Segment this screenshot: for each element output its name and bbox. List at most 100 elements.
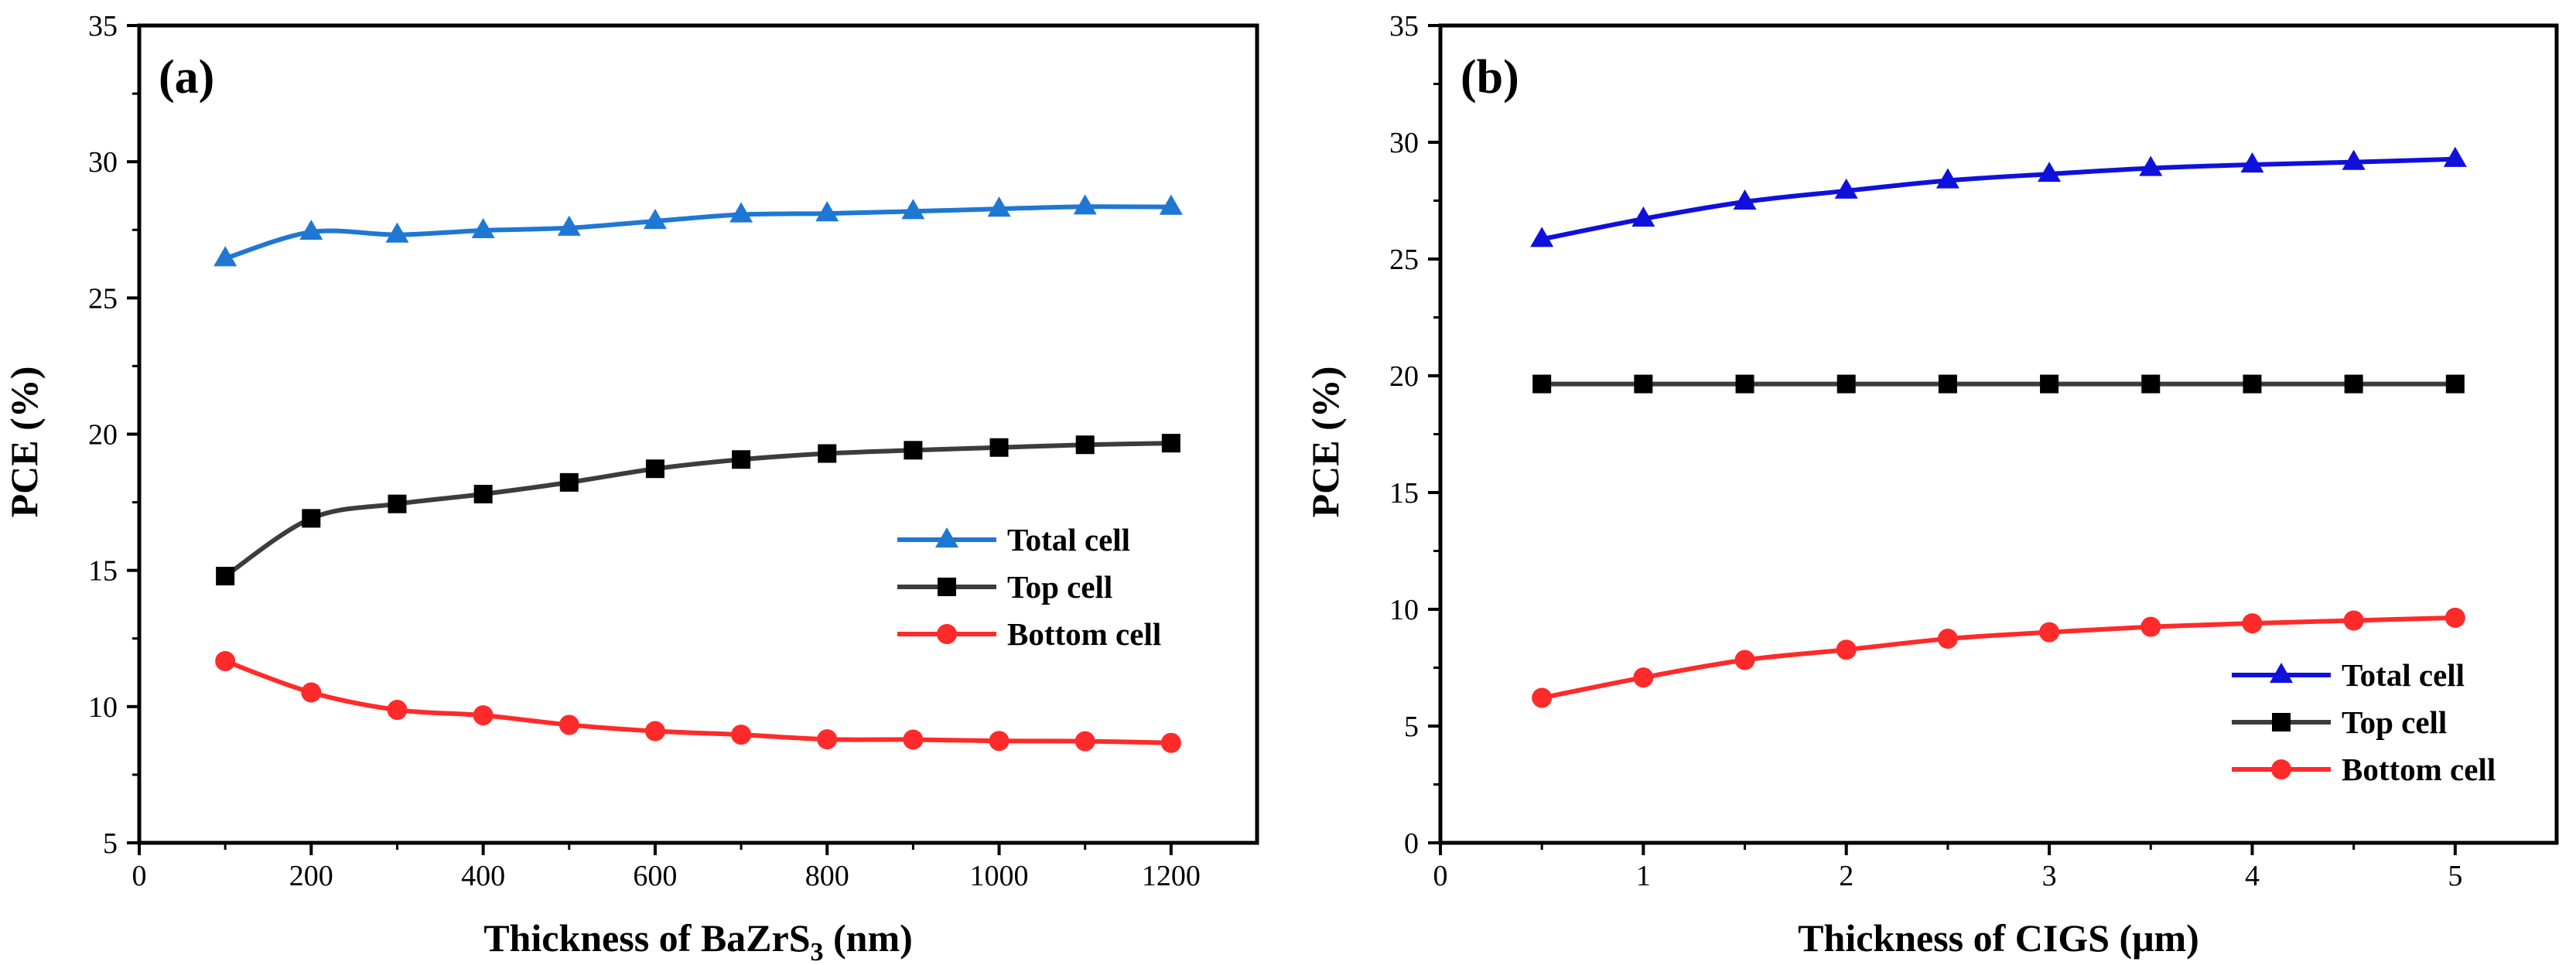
data-point (1937, 629, 1958, 650)
data-point (1734, 650, 1755, 670)
data-point (2141, 374, 2161, 394)
panel-label: (a) (159, 51, 214, 104)
x-tick-label: 1000 (970, 860, 1029, 892)
legend-marker (2271, 759, 2291, 779)
data-point (645, 459, 664, 479)
data-point (557, 215, 581, 236)
legend-marker (934, 527, 959, 548)
legend-label: Bottom cell (1007, 616, 1161, 652)
data-point (904, 441, 923, 460)
data-point (989, 438, 1009, 457)
y-tick-label: 10 (1389, 594, 1419, 626)
data-point (1160, 732, 1181, 753)
data-point (301, 682, 322, 703)
data-point (1633, 667, 1654, 688)
data-point (1634, 374, 1653, 394)
x-tick-label: 1200 (1142, 860, 1201, 892)
data-point (216, 567, 235, 586)
data-point (214, 246, 237, 267)
legend-entry: Top cell (897, 569, 1112, 605)
data-point (1532, 687, 1553, 708)
data-point (1074, 731, 1095, 752)
legend-label: Top cell (1007, 569, 1112, 605)
data-point (732, 450, 751, 469)
data-point (1935, 168, 1959, 189)
data-point (987, 196, 1011, 217)
data-point (559, 472, 579, 492)
legend-label: Total cell (2342, 657, 2465, 693)
data-point (559, 714, 579, 735)
x-tick-label: 5 (2448, 860, 2462, 892)
series-total-cell (1530, 146, 2467, 247)
y-tick-label: 20 (88, 419, 118, 452)
data-point (473, 705, 494, 726)
legend-label: Bottom cell (2342, 752, 2496, 787)
x-tick-label: 2 (1839, 860, 1853, 892)
data-point (2443, 146, 2467, 167)
data-point (2039, 622, 2060, 643)
data-point (2444, 607, 2465, 628)
y-tick-label: 30 (88, 146, 118, 179)
y-tick-label: 10 (88, 691, 118, 724)
data-point (1834, 178, 1858, 199)
data-point (2342, 149, 2366, 170)
legend-marker (938, 578, 956, 596)
legend-marker (2272, 713, 2291, 731)
x-tick-label: 0 (1433, 860, 1448, 892)
y-tick-label: 20 (1389, 360, 1419, 393)
legend-entry: Total cell (897, 522, 1130, 558)
y-axis-label: PCE (%) (1303, 367, 1347, 518)
data-point (644, 721, 665, 742)
series-line (224, 204, 1171, 261)
series-bottom-cell (1532, 607, 2465, 708)
y-tick-label: 30 (1389, 127, 1419, 159)
data-point (471, 217, 495, 239)
series-bottom-cell (215, 650, 1181, 753)
y-tick-label: 5 (1404, 711, 1419, 743)
series-top-cell (216, 434, 1180, 586)
x-tick-label: 4 (2245, 860, 2260, 892)
legend-marker (2269, 662, 2294, 684)
data-point (1532, 374, 1552, 394)
series-line (1541, 615, 2455, 701)
data-point (2343, 610, 2364, 631)
legend-entry: Top cell (2232, 704, 2447, 740)
data-point (643, 208, 667, 230)
x-tick-label: 600 (633, 860, 677, 892)
x-axis-label: Thickness of CIGS (μm) (1798, 916, 2199, 960)
data-point (302, 509, 321, 528)
y-tick-label: 35 (1389, 10, 1419, 43)
data-point (901, 199, 925, 220)
data-point (815, 201, 839, 222)
data-point (385, 222, 409, 243)
data-point (2242, 613, 2263, 634)
legend-label: Top cell (2342, 704, 2447, 740)
data-point (1733, 189, 1757, 210)
legend-marker (937, 624, 957, 644)
series-line (224, 659, 1171, 745)
legend-entry: Total cell (2232, 657, 2465, 693)
data-point (731, 725, 752, 745)
data-point (1938, 374, 1957, 394)
data-point (817, 729, 838, 750)
data-point (2038, 162, 2062, 182)
x-tick-label: 200 (289, 860, 333, 892)
panel-label: (b) (1461, 51, 1519, 104)
data-point (1735, 374, 1754, 394)
data-point (1159, 194, 1183, 215)
x-tick-label: 3 (2042, 860, 2057, 892)
data-point (1836, 639, 1857, 660)
data-point (1075, 435, 1095, 455)
y-tick-label: 35 (88, 10, 118, 43)
data-point (2243, 374, 2262, 394)
y-tick-label: 15 (1389, 477, 1419, 510)
data-point (729, 202, 753, 223)
data-point (1631, 206, 1655, 227)
data-point (215, 650, 236, 671)
data-point (2140, 616, 2161, 637)
data-point (1836, 374, 1856, 394)
data-point (473, 485, 493, 504)
plot-frame (137, 23, 1259, 845)
data-point (818, 444, 837, 463)
